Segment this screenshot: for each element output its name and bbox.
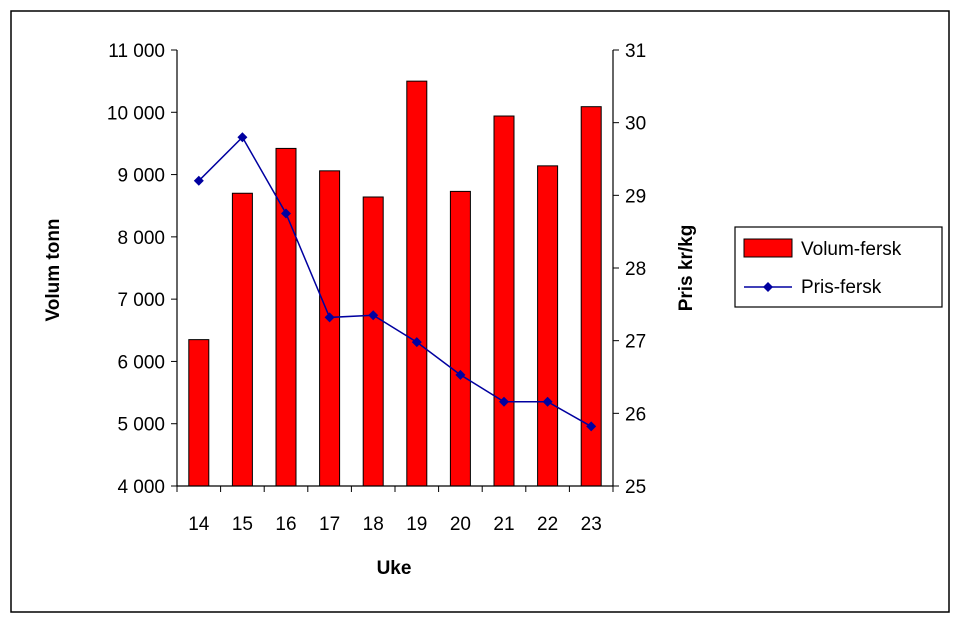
price-point-17 xyxy=(324,312,335,323)
x-tick-label: 18 xyxy=(363,514,384,535)
bar-18 xyxy=(362,196,384,487)
bar-16 xyxy=(275,147,297,487)
y-tick-label: 9 000 xyxy=(117,166,165,187)
y2-tick-label: 25 xyxy=(625,477,646,498)
price-point-22 xyxy=(542,396,553,407)
x-tick-label: 22 xyxy=(537,514,558,535)
bar-19 xyxy=(406,80,428,487)
y2-tick-label: 31 xyxy=(625,41,646,62)
y-axis-title: Volum tonn xyxy=(43,218,64,321)
x-tick-label: 21 xyxy=(493,514,514,535)
price-point-19 xyxy=(411,337,422,348)
ticks: 4 000 5 000 6 000 7 000 8 000 9 000 10 000 11 0… xyxy=(107,41,646,535)
y-tick-label: 4 000 xyxy=(117,477,165,498)
x-tick-label: 17 xyxy=(319,514,340,535)
y-tick-label: 7 000 xyxy=(117,290,165,311)
line-series xyxy=(193,132,597,432)
bar-21 xyxy=(493,115,515,487)
chart-border xyxy=(10,10,950,613)
bar-15 xyxy=(231,192,253,487)
bar-17 xyxy=(319,170,341,487)
y-tick-label: 10 000 xyxy=(107,103,165,124)
bar-20 xyxy=(449,190,471,487)
bar-22 xyxy=(537,165,559,487)
x-tick-label: 20 xyxy=(450,514,471,535)
x-axis-title: Uke xyxy=(377,558,412,579)
price-point-20 xyxy=(455,369,466,380)
x-tick-label: 23 xyxy=(581,514,602,535)
legend: Volum-fersk Pris-fersk xyxy=(734,226,943,308)
y2-tick-label: 30 xyxy=(625,114,646,135)
price-point-23 xyxy=(586,421,597,432)
price-point-14 xyxy=(193,175,204,186)
x-tick-label: 15 xyxy=(232,514,253,535)
price-point-21 xyxy=(499,396,509,407)
y2-axis-title: Pris kr/kg xyxy=(676,225,697,312)
y-tick-label: 5 000 xyxy=(117,415,165,436)
price-point-18 xyxy=(368,310,379,321)
x-tick-label: 16 xyxy=(275,514,296,535)
legend-label-pris: Pris-fersk xyxy=(801,277,882,298)
y-tick-label: 11 000 xyxy=(108,41,165,62)
y2-tick-label: 26 xyxy=(625,404,646,425)
price-point-15 xyxy=(237,132,248,143)
price-line xyxy=(198,135,592,428)
y2-tick-label: 28 xyxy=(625,259,646,280)
price-point-16 xyxy=(281,208,291,219)
y2-tick-label: 27 xyxy=(625,332,646,353)
x-tick-label: 19 xyxy=(406,514,427,535)
bars xyxy=(188,80,602,487)
y-tick-label: 8 000 xyxy=(117,228,165,249)
legend-bar-swatch xyxy=(743,238,793,258)
y2-tick-label: 29 xyxy=(625,186,646,207)
x-tick-label: 14 xyxy=(188,514,210,535)
legend-label-volum: Volum-fersk xyxy=(801,239,902,260)
bar-14 xyxy=(188,339,210,487)
legend-line-marker xyxy=(763,282,773,292)
y-tick-label: 6 000 xyxy=(117,352,165,373)
